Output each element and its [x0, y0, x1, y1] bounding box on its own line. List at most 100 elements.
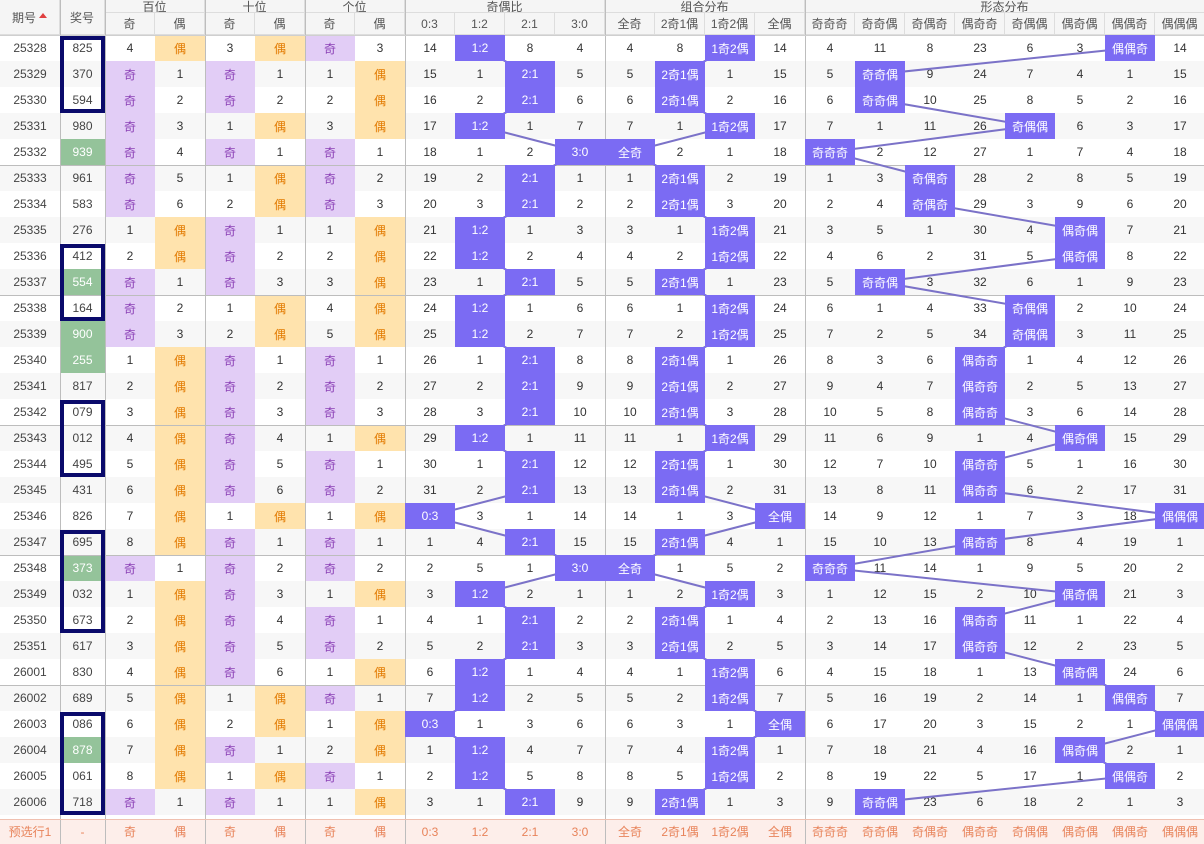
ratio-cell: 0:3 [405, 503, 455, 529]
ratio-cell: 1:2 [455, 217, 505, 243]
footer-preselect-option[interactable]: 0:3 [405, 819, 455, 844]
oddeven-cell: 偶 [355, 217, 405, 243]
footer-preselect-option[interactable]: 奇 [205, 819, 255, 844]
shape-cell: 7 [1026, 67, 1034, 81]
footer-preselect-option[interactable]: 奇 [105, 819, 155, 844]
oddeven-cell: 4 [276, 613, 284, 627]
ratio-cell: 14 [423, 41, 437, 55]
footer-preselect-label[interactable]: 预选行1 [0, 819, 60, 844]
prize-number-cell: 583 [72, 197, 93, 211]
shape-cell: 12 [923, 509, 937, 523]
oddeven-cell: 6 [276, 483, 284, 497]
prize-number-cell: 617 [72, 639, 93, 653]
subheader-ratio-1: 1:2 [455, 13, 505, 35]
prize-number-cell: 673 [72, 613, 93, 627]
ratio-cell: 3 [426, 795, 434, 809]
ratio-cell: 1 [476, 353, 484, 367]
footer-preselect-option[interactable]: 奇偶偶 [1005, 819, 1055, 844]
oddeven-cell: 奇 [205, 399, 255, 425]
footer-preselect-option[interactable]: 偶偶奇 [1105, 819, 1155, 844]
oddeven-cell: 偶 [255, 35, 305, 61]
oddeven-cell: 奇 [105, 295, 155, 321]
combo-cell: 25 [773, 327, 787, 341]
ratio-cell: 3:0 [555, 139, 605, 165]
shape-cell: 3 [1026, 197, 1034, 211]
oddeven-cell: 2 [226, 197, 234, 211]
footer-preselect-option[interactable]: 2奇1偶 [655, 819, 705, 844]
combo-cell: 1奇2偶 [705, 581, 755, 607]
oddeven-cell: 偶 [155, 737, 205, 763]
shape-cell: 1 [1126, 717, 1134, 731]
footer-preselect-option[interactable]: 3:0 [555, 819, 605, 844]
footer-preselect-option[interactable]: 偶 [355, 819, 405, 844]
shape-cell: 9 [1026, 561, 1034, 575]
shape-cell: 1 [1076, 275, 1084, 289]
footer-preselect-option[interactable]: 偶奇偶 [1055, 819, 1105, 844]
footer-preselect-option[interactable]: 奇奇奇 [805, 819, 855, 844]
oddeven-cell: 2 [226, 327, 234, 341]
shape-cell: 3 [1026, 405, 1034, 419]
oddeven-cell: 1 [276, 535, 284, 549]
period-cell: 25348 [13, 561, 47, 575]
footer-preselect-option[interactable]: 全奇 [605, 819, 655, 844]
combo-cell: 1 [676, 665, 684, 679]
ratio-cell: 1 [426, 535, 434, 549]
combo-cell: 27 [773, 379, 787, 393]
shape-cell: 10 [1023, 587, 1037, 601]
oddeven-cell: 6 [126, 483, 134, 497]
shape-cell: 6 [1176, 665, 1184, 679]
shape-cell: 7 [1076, 145, 1084, 159]
combo-cell: 15 [623, 535, 637, 549]
shape-cell: 5 [826, 67, 834, 81]
period-cell: 26004 [13, 743, 47, 757]
oddeven-cell: 偶 [355, 243, 405, 269]
shape-cell: 2 [876, 327, 884, 341]
footer-preselect-option[interactable]: 2:1 [505, 819, 555, 844]
ratio-cell: 25 [423, 327, 437, 341]
shape-cell: 24 [1173, 301, 1187, 315]
footer-preselect-option[interactable]: 偶 [255, 819, 305, 844]
shape-cell: 13 [823, 483, 837, 497]
subheader-shape-1: 奇奇偶 [855, 13, 905, 35]
shape-cell: 6 [1076, 119, 1084, 133]
footer-preselect-option[interactable]: 奇 [305, 819, 355, 844]
combo-cell: 7 [776, 691, 784, 705]
ratio-cell: 6 [576, 301, 584, 315]
footer-preselect-option[interactable]: 偶奇奇 [955, 819, 1005, 844]
footer-preselect-option[interactable]: 全偶 [755, 819, 805, 844]
ratio-cell: 2:1 [505, 269, 555, 295]
footer-preselect-option[interactable]: 偶偶偶 [1155, 819, 1204, 844]
oddeven-cell: 偶 [155, 451, 205, 477]
column-period-header[interactable]: 期号 [0, 0, 60, 35]
combo-cell: 3 [776, 587, 784, 601]
shape-cell: 3 [826, 639, 834, 653]
oddeven-cell: 偶 [255, 711, 305, 737]
footer-preselect-option[interactable]: 1奇2偶 [705, 819, 755, 844]
shape-cell: 24 [973, 67, 987, 81]
shape-cell: 3 [1076, 327, 1084, 341]
sort-asc-icon[interactable] [39, 12, 47, 18]
footer-preselect-option[interactable]: 奇偶奇 [905, 819, 955, 844]
ratio-cell: 4 [576, 249, 584, 263]
shape-cell: 15 [1023, 717, 1037, 731]
footer-preselect-option[interactable]: 1:2 [455, 819, 505, 844]
oddeven-cell: 奇 [305, 451, 355, 477]
prize-number-cell: 412 [72, 249, 93, 263]
oddeven-cell: 2 [376, 171, 384, 185]
subheader-ratio-0: 0:3 [405, 13, 455, 35]
shape-cell: 23 [1173, 275, 1187, 289]
shape-cell: 21 [923, 743, 937, 757]
combo-cell: 17 [773, 119, 787, 133]
shape-cell: 11 [873, 561, 887, 575]
combo-cell: 1 [726, 717, 734, 731]
shape-cell: 5 [976, 769, 984, 783]
combo-cell: 6 [626, 93, 634, 107]
shape-cell: 11 [923, 119, 937, 133]
prize-number-cell: 370 [72, 67, 93, 81]
period-cell: 25350 [13, 613, 47, 627]
shape-cell: 12 [1023, 639, 1037, 653]
footer-preselect-option[interactable]: 奇奇偶 [855, 819, 905, 844]
shape-cell: 19 [1123, 535, 1137, 549]
combo-cell: 1 [676, 431, 684, 445]
footer-preselect-option[interactable]: 偶 [155, 819, 205, 844]
